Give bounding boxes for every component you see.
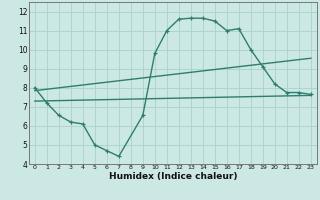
X-axis label: Humidex (Indice chaleur): Humidex (Indice chaleur) xyxy=(108,172,237,181)
